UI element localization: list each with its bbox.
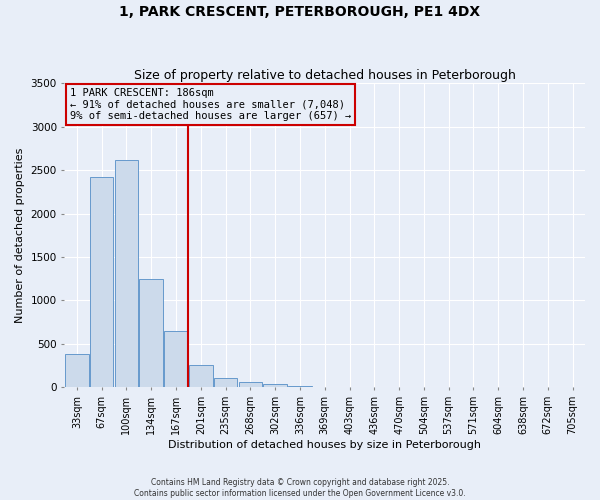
Bar	[214, 378, 238, 388]
Bar	[263, 384, 287, 388]
Text: Contains HM Land Registry data © Crown copyright and database right 2025.
Contai: Contains HM Land Registry data © Crown c…	[134, 478, 466, 498]
Bar	[239, 382, 262, 388]
Bar	[139, 279, 163, 388]
Text: 1 PARK CRESCENT: 186sqm
← 91% of detached houses are smaller (7,048)
9% of semi-: 1 PARK CRESCENT: 186sqm ← 91% of detache…	[70, 88, 351, 121]
Bar	[90, 177, 113, 388]
Bar	[189, 365, 212, 388]
X-axis label: Distribution of detached houses by size in Peterborough: Distribution of detached houses by size …	[168, 440, 481, 450]
Bar	[313, 386, 337, 388]
Bar	[115, 160, 138, 388]
Text: 1, PARK CRESCENT, PETERBOROUGH, PE1 4DX: 1, PARK CRESCENT, PETERBOROUGH, PE1 4DX	[119, 5, 481, 19]
Title: Size of property relative to detached houses in Peterborough: Size of property relative to detached ho…	[134, 69, 515, 82]
Bar	[288, 386, 312, 388]
Bar	[164, 331, 188, 388]
Bar	[65, 354, 89, 388]
Y-axis label: Number of detached properties: Number of detached properties	[15, 148, 25, 323]
